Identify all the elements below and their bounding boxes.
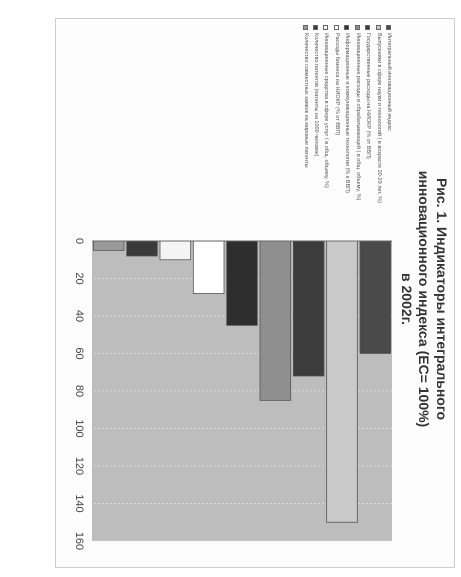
bar: [359, 240, 392, 354]
legend-label: Выпускники в сфере науки и технологий ( …: [375, 33, 382, 203]
legend-entry: Количество совместных заявок на мировые …: [301, 25, 309, 225]
x-tick-label: 120: [73, 457, 85, 475]
legend-swatch: [365, 25, 371, 30]
chart-title: Рис. 1. Индикаторы интегрального инновац…: [399, 170, 450, 428]
legend-swatch: [302, 25, 308, 30]
legend-label: Инновационные средства в сфере услуг ( в…: [323, 33, 330, 188]
legend-swatch: [354, 25, 360, 30]
x-tick-label: 0: [73, 238, 85, 244]
legend-entry: Инновационные средства в сфере услуг ( в…: [322, 25, 329, 225]
legend: Интегральный инновационный индекс Выпускн…: [298, 25, 392, 225]
legend-swatch: [375, 25, 381, 30]
plot-area: 0 20 40 60 80 100 120 140 160: [73, 238, 392, 550]
x-tick-label: 80: [73, 385, 85, 397]
rotated-chart: Рис. 1. Индикаторы интегрального инновац…: [56, 19, 454, 567]
bar: [92, 240, 125, 251]
legend-swatch: [344, 25, 350, 30]
legend-entry: Выпускники в сфере науки и технологий ( …: [374, 25, 382, 225]
legend-swatch: [313, 25, 319, 30]
legend-entry: Государственные расходы на НИОКР (% от В…: [364, 25, 371, 225]
legend-entry: Количество патентов (патенты на 1000 чел…: [312, 25, 319, 225]
legend-label: Количество совместных заявок на мировые …: [302, 33, 309, 168]
legend-label: Информационные и коммуникационные технол…: [344, 33, 351, 193]
legend-label: Количество патентов (патенты на 1000 чел…: [313, 33, 320, 157]
x-tick-label: 100: [73, 419, 85, 437]
bar: [259, 240, 292, 401]
x-tick-label: 20: [73, 272, 85, 284]
bar: [126, 240, 158, 257]
legend-entry: Интегральный инновационный индекс: [385, 25, 392, 225]
legend-label: Расходы бизнеса на НИОКР (% от ВВП): [333, 33, 340, 136]
legend-label: Инновационные расходы в обрабатывающей (…: [354, 33, 361, 201]
bar: [159, 240, 192, 261]
x-tick-label: 160: [73, 532, 85, 550]
legend-entry: Информационные и коммуникационные технол…: [343, 25, 350, 225]
bar: [192, 240, 225, 294]
legend-entry: Инновационные расходы в обрабатывающей (…: [353, 25, 361, 225]
legend-label: Интегральный инновационный индекс: [386, 33, 392, 131]
chart-frame: Рис. 1. Индикаторы интегрального инновац…: [55, 18, 455, 568]
legend-swatch: [323, 25, 329, 30]
x-tick-label: 60: [73, 347, 85, 359]
legend-entry: Расходы бизнеса на НИОКР (% от ВВП): [332, 25, 340, 225]
bar: [292, 240, 325, 377]
bar: [226, 240, 258, 326]
bar: [326, 240, 358, 523]
legend-label: Государственные расходы на НИОКР (% от В…: [365, 33, 372, 159]
x-tick-label: 40: [73, 310, 85, 322]
legend-swatch: [386, 25, 391, 30]
x-tick-label: 140: [73, 494, 85, 512]
legend-swatch: [333, 25, 339, 30]
